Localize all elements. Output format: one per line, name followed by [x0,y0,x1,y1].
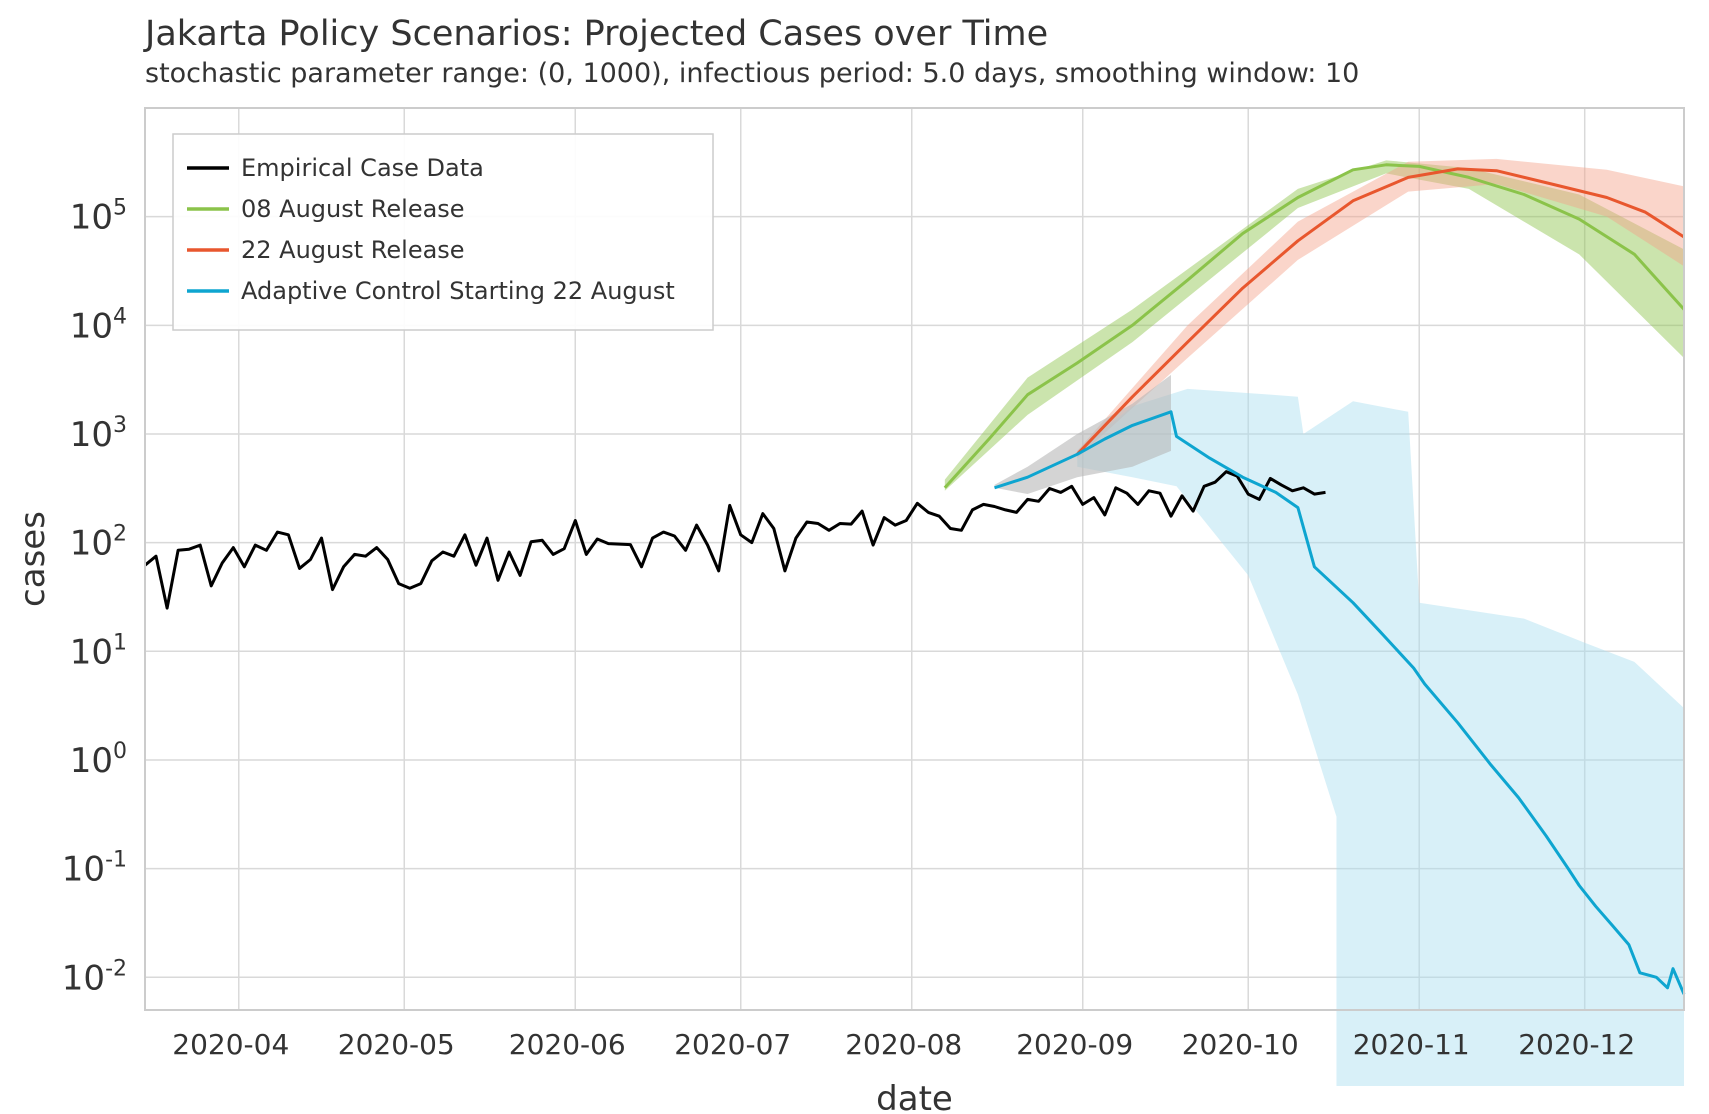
y-tick-label: 102 [70,522,127,564]
legend-label: Empirical Case Data [241,154,484,182]
grid-lines [145,108,1684,1010]
y-tick-label: 105 [70,196,127,238]
x-tick-label: 2020-08 [845,1028,962,1061]
series-line [144,470,1326,610]
legend-label: 22 August Release [241,236,465,264]
chart-subtitle: stochastic parameter range: (0, 1000), i… [145,58,1360,89]
legend-box [172,133,714,331]
y-tick-label: 103 [70,413,127,455]
x-axis-ticks: 2020-04 2020-05 2020-06 2020-07 2020-08 2020-… [172,1028,1635,1061]
x-tick-label: 2020-06 [509,1028,626,1061]
legend-label: 08 August Release [241,195,465,223]
confidence-bands [944,158,1684,1086]
y-tick-label: 104 [70,304,127,346]
series-line [943,163,1686,489]
x-tick-label: 2020-05 [338,1028,455,1061]
y-axis-ticks: 10-2 10-1 100 101 102 103 104 105 [62,196,127,999]
plot-frame [144,107,1685,1011]
chart-title: Jakarta Policy Scenarios: Projected Case… [145,14,1049,54]
series-line [1076,167,1685,456]
projection-band [994,374,1171,495]
y-tick-label: 100 [70,739,127,781]
series-line [994,410,1686,995]
x-tick-label: 2020-04 [172,1028,289,1061]
y-tick-label: 10-1 [62,848,127,890]
series-lines [144,163,1686,995]
x-tick-label: 2020-12 [1518,1028,1635,1061]
x-tick-label: 2020-11 [1353,1028,1470,1061]
y-tick-label: 101 [70,630,127,672]
x-tick-label: 2020-09 [1016,1028,1133,1061]
y-axis-label: cases [13,511,53,607]
confidence-band [1077,388,1684,1086]
legend: Empirical Case Data 08 August Release 22 A… [172,133,714,331]
x-tick-label: 2020-07 [674,1028,791,1061]
y-tick-label: 10-2 [62,956,127,998]
confidence-band [1077,158,1684,459]
legend-label: Adaptive Control Starting 22 August [241,277,675,305]
x-axis-label: date [876,1079,953,1114]
x-tick-label: 2020-10 [1182,1028,1299,1061]
